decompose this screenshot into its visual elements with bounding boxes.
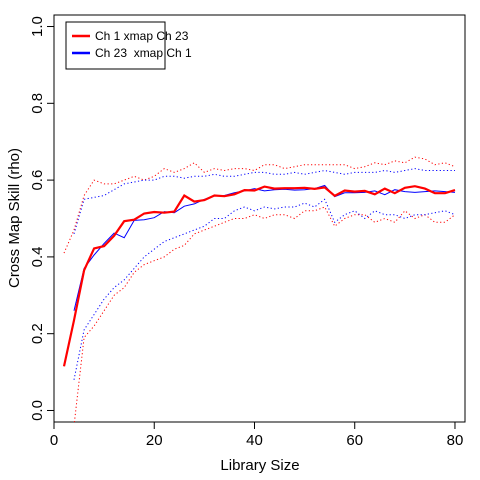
series-line-5 <box>73 198 456 380</box>
series-line-1 <box>73 184 456 311</box>
y-tick-label: 0.8 <box>29 93 46 114</box>
y-tick-label: 0.2 <box>29 323 46 344</box>
y-tick-label: 0.6 <box>29 170 46 191</box>
series-line-4 <box>73 206 456 422</box>
legend: Ch 1 xmap Ch 23 Ch 23 xmap Ch 1 <box>65 21 192 70</box>
series-line-2 <box>63 156 456 254</box>
x-tick-label: 60 <box>346 432 363 449</box>
plot-frame <box>53 14 466 423</box>
y-axis-title: Cross Map Skill (rho) <box>6 148 23 288</box>
x-axis: 0 20 40 60 80 <box>50 421 464 449</box>
series-line-0 <box>62 185 456 367</box>
x-tick-label: 80 <box>447 432 464 449</box>
x-tick-label: 0 <box>50 432 58 449</box>
series-layer <box>62 156 456 422</box>
x-tick-label: 20 <box>146 432 163 449</box>
x-tick-label: 40 <box>246 432 263 449</box>
series-line-3 <box>73 168 455 235</box>
x-axis-title: Library Size <box>220 457 299 474</box>
y-tick-label: 1.0 <box>29 16 46 37</box>
y-tick-label: 0.4 <box>29 246 46 267</box>
legend-box <box>65 21 166 70</box>
legend-label-ch23: Ch 23 xmap Ch 1 <box>95 46 192 60</box>
legend-label-ch1: Ch 1 xmap Ch 23 <box>95 29 189 43</box>
y-tick-label: 0.0 <box>29 400 46 421</box>
y-axis: 0.0 0.2 0.4 0.6 0.8 1.0 <box>29 16 55 421</box>
